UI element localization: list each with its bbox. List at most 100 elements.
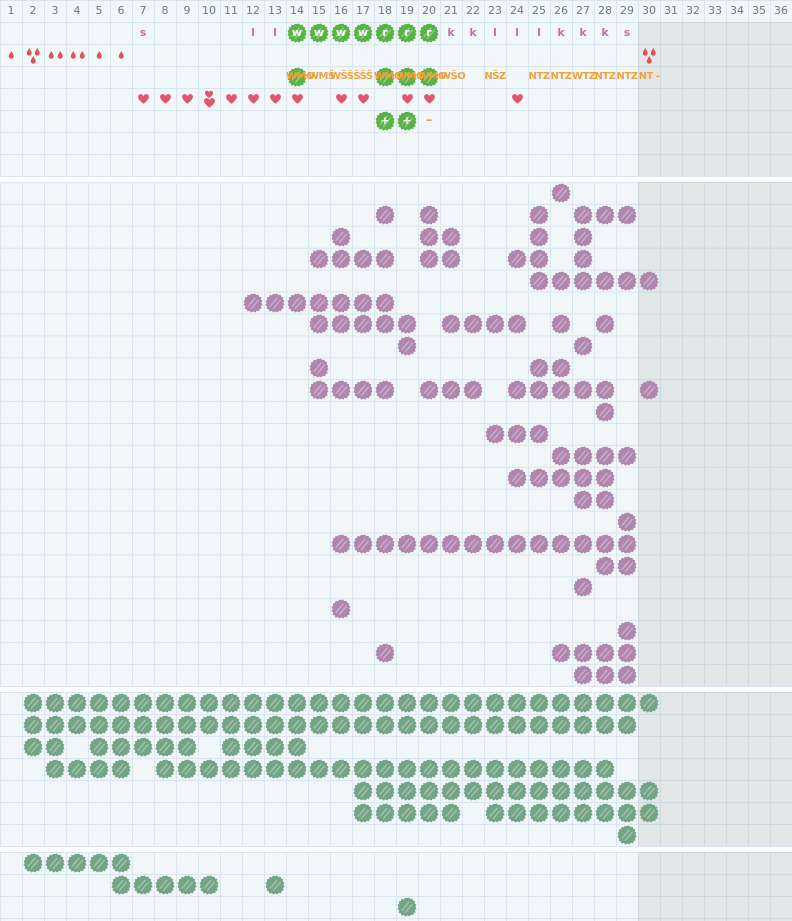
purple-blob-icon[interactable] (375, 293, 395, 313)
purple-blob-icon[interactable] (463, 534, 483, 554)
green-blob-icon[interactable] (529, 803, 549, 823)
letter-mark[interactable]: l (273, 26, 277, 39)
purple-blob-icon[interactable] (375, 643, 395, 663)
drops-icon[interactable] (44, 44, 66, 66)
heart-icon[interactable] (264, 88, 286, 110)
green-blob-icon[interactable] (507, 715, 527, 735)
purple-blob-icon[interactable] (485, 424, 505, 444)
green-blob-icon[interactable] (133, 737, 153, 757)
purple-blob-icon[interactable] (287, 293, 307, 313)
green-blob-icon[interactable] (221, 715, 241, 735)
period-code-label[interactable]: WŠŠ (330, 71, 354, 82)
period-code-label[interactable]: NT - (638, 71, 660, 82)
dash-mark[interactable]: – (425, 113, 433, 128)
green-blob-icon[interactable] (375, 759, 395, 779)
green-blob-icon[interactable] (573, 803, 593, 823)
purple-blob-icon[interactable] (441, 227, 461, 247)
purple-blob-icon[interactable] (353, 380, 373, 400)
letter-mark[interactable]: l (251, 26, 255, 39)
green-blob-icon[interactable] (133, 715, 153, 735)
purple-blob-icon[interactable] (331, 314, 351, 334)
purple-blob-icon[interactable] (595, 665, 615, 685)
purple-blob-icon[interactable] (419, 205, 439, 225)
green-blob-icon[interactable] (397, 803, 417, 823)
purple-blob-icon[interactable] (551, 643, 571, 663)
green-blob-icon[interactable] (287, 693, 307, 713)
purple-blob-icon[interactable] (551, 446, 571, 466)
purple-blob-icon[interactable] (529, 534, 549, 554)
purple-blob-icon[interactable] (375, 205, 395, 225)
green-blob-icon[interactable] (353, 693, 373, 713)
green-blob-icon[interactable] (331, 693, 351, 713)
green-blob-icon[interactable] (485, 759, 505, 779)
purple-blob-icon[interactable] (331, 380, 351, 400)
heart-icon[interactable] (154, 88, 176, 110)
purple-blob-icon[interactable] (265, 293, 285, 313)
purple-blob-icon[interactable] (243, 293, 263, 313)
green-blob-icon[interactable] (529, 693, 549, 713)
green-blob-icon[interactable] (507, 693, 527, 713)
drops-icon[interactable] (0, 44, 22, 66)
green-blob-icon[interactable] (23, 737, 43, 757)
green-blob-icon[interactable] (595, 781, 615, 801)
purple-blob-icon[interactable] (617, 446, 637, 466)
green-blob-icon[interactable] (617, 825, 637, 845)
letter-mark[interactable]: l (537, 26, 541, 39)
purple-blob-icon[interactable] (573, 665, 593, 685)
green-blob-icon[interactable] (155, 715, 175, 735)
green-blob-icon[interactable] (397, 693, 417, 713)
purple-blob-icon[interactable] (617, 556, 637, 576)
green-blob-icon[interactable] (353, 781, 373, 801)
green-blob-icon[interactable] (111, 693, 131, 713)
purple-blob-icon[interactable] (551, 358, 571, 378)
purple-blob-icon[interactable] (573, 271, 593, 291)
purple-blob-icon[interactable] (595, 490, 615, 510)
green-blob-icon[interactable] (639, 781, 659, 801)
period-code-label[interactable]: NTZ (528, 71, 550, 82)
green-blob-icon[interactable] (441, 715, 461, 735)
period-code-label[interactable]: WMO (418, 71, 446, 82)
heart-icon[interactable] (198, 88, 220, 110)
letter-mark[interactable]: k (469, 26, 477, 39)
letter-mark[interactable]: l (493, 26, 497, 39)
drops-icon[interactable] (638, 44, 660, 66)
green-blob-icon[interactable] (199, 693, 219, 713)
green-blob-icon[interactable] (397, 759, 417, 779)
purple-blob-icon[interactable] (309, 358, 329, 378)
crop-letter-blob-icon[interactable]: r (375, 23, 395, 43)
drops-icon[interactable] (110, 44, 132, 66)
crop-letter-blob-icon[interactable]: r (419, 23, 439, 43)
green-blob-icon[interactable] (551, 759, 571, 779)
purple-blob-icon[interactable] (529, 468, 549, 488)
green-blob-icon[interactable] (89, 715, 109, 735)
heart-icon[interactable] (286, 88, 308, 110)
green-blob-icon[interactable] (485, 781, 505, 801)
green-blob-icon[interactable] (507, 759, 527, 779)
green-blob-icon[interactable] (397, 781, 417, 801)
purple-blob-icon[interactable] (595, 556, 615, 576)
green-blob-icon[interactable] (177, 875, 197, 895)
period-code-label[interactable]: WMŠ (308, 71, 335, 82)
purple-blob-icon[interactable] (551, 271, 571, 291)
green-blob-icon[interactable] (243, 693, 263, 713)
green-blob-icon[interactable] (353, 759, 373, 779)
green-blob-icon[interactable] (419, 803, 439, 823)
crop-letter-blob-icon[interactable]: w (287, 23, 307, 43)
green-blob-icon[interactable] (617, 781, 637, 801)
green-blob-icon[interactable] (177, 759, 197, 779)
green-blob-icon[interactable] (397, 715, 417, 735)
green-blob-icon[interactable] (177, 715, 197, 735)
green-blob-icon[interactable] (177, 693, 197, 713)
green-blob-icon[interactable] (45, 853, 65, 873)
plus-blob-icon[interactable]: + (397, 111, 417, 131)
green-blob-icon[interactable] (573, 781, 593, 801)
green-blob-icon[interactable] (441, 803, 461, 823)
purple-blob-icon[interactable] (529, 249, 549, 269)
heart-icon[interactable] (132, 88, 154, 110)
crop-letter-blob-icon[interactable]: r (397, 23, 417, 43)
purple-blob-icon[interactable] (507, 468, 527, 488)
purple-blob-icon[interactable] (507, 249, 527, 269)
green-blob-icon[interactable] (155, 875, 175, 895)
heart-icon[interactable] (176, 88, 198, 110)
green-blob-icon[interactable] (23, 693, 43, 713)
